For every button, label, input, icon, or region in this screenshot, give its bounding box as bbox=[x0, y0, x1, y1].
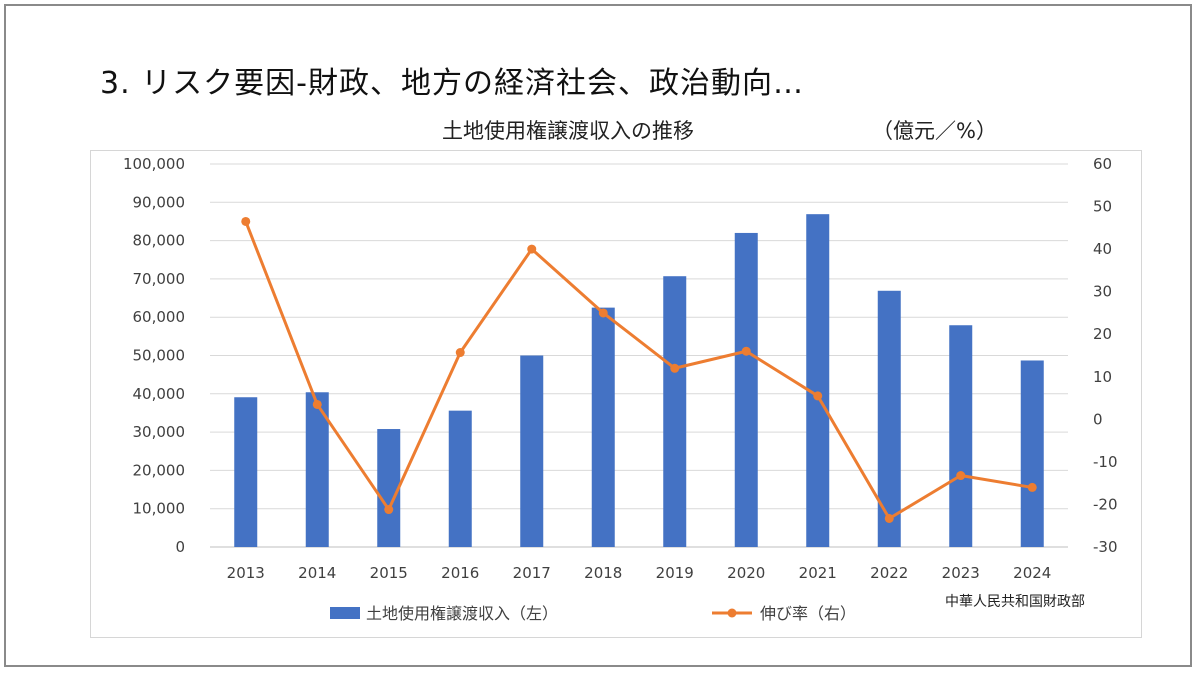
chart-title: 土地使用権譲渡収入の推移 bbox=[442, 119, 694, 143]
y-right-tick-label: 30 bbox=[1093, 283, 1112, 301]
y-left-tick-label: 20,000 bbox=[133, 461, 186, 479]
x-tick-label: 2021 bbox=[799, 564, 837, 582]
y-left-tick-label: 0 bbox=[175, 538, 185, 556]
bar bbox=[377, 429, 401, 547]
x-tick-label: 2018 bbox=[584, 564, 622, 582]
bar bbox=[877, 290, 901, 547]
y-left-tick-label: 50,000 bbox=[133, 347, 186, 365]
legend-label-bar: 土地使用権譲渡収入（左） bbox=[366, 604, 558, 623]
x-tick-label: 2017 bbox=[513, 564, 551, 582]
y-left-tick-label: 90,000 bbox=[133, 193, 186, 211]
bar bbox=[305, 392, 329, 547]
bar bbox=[1020, 360, 1044, 547]
legend-label-line: 伸び率（右） bbox=[760, 604, 856, 623]
growth-rate-point bbox=[884, 513, 894, 523]
y-right-tick-label: 0 bbox=[1093, 410, 1103, 428]
x-tick-label: 2022 bbox=[870, 564, 908, 582]
x-tick-label: 2016 bbox=[441, 564, 479, 582]
unit-label: （億元／%） bbox=[872, 119, 997, 143]
y-right-tick-label: 10 bbox=[1093, 368, 1112, 386]
bar bbox=[591, 307, 615, 547]
y-right-tick-label: 40 bbox=[1093, 240, 1112, 258]
x-tick-label: 2024 bbox=[1013, 564, 1051, 582]
y-right-tick-label: -30 bbox=[1093, 538, 1118, 556]
bar bbox=[734, 232, 758, 547]
bar bbox=[949, 325, 973, 547]
growth-rate-point bbox=[598, 308, 608, 318]
bar bbox=[663, 276, 687, 547]
x-tick-label: 2014 bbox=[298, 564, 336, 582]
growth-rate-point bbox=[1027, 482, 1037, 492]
bar bbox=[520, 355, 544, 547]
y-left-tick-label: 80,000 bbox=[133, 232, 186, 250]
growth-rate-point bbox=[312, 399, 322, 409]
y-left-tick-label: 60,000 bbox=[133, 308, 186, 326]
y-left-tick-label: 100,000 bbox=[123, 155, 185, 173]
bar bbox=[448, 410, 472, 547]
bar bbox=[806, 214, 830, 547]
y-left-tick-label: 10,000 bbox=[133, 500, 186, 518]
y-right-tick-label: 20 bbox=[1093, 325, 1112, 343]
y-left-tick-label: 70,000 bbox=[133, 270, 186, 288]
growth-rate-point bbox=[741, 346, 751, 356]
legend-swatch-marker bbox=[727, 608, 737, 618]
legend-swatch-bar bbox=[330, 607, 360, 619]
growth-rate-line bbox=[244, 220, 1033, 520]
growth-rate-point bbox=[813, 391, 823, 401]
x-tick-label: 2020 bbox=[727, 564, 765, 582]
bar bbox=[234, 397, 258, 547]
growth-rate-point bbox=[527, 244, 537, 254]
x-tick-label: 2015 bbox=[370, 564, 408, 582]
y-right-tick-label: 50 bbox=[1093, 198, 1112, 216]
y-right-tick-label: 60 bbox=[1093, 155, 1112, 173]
x-tick-label: 2019 bbox=[656, 564, 694, 582]
x-tick-label: 2023 bbox=[942, 564, 980, 582]
x-tick-label: 2013 bbox=[227, 564, 265, 582]
growth-rate-point bbox=[241, 216, 251, 226]
growth-rate-point bbox=[384, 505, 394, 515]
y-right-tick-label: -20 bbox=[1093, 495, 1118, 513]
source-note: 中華人民共和国財政部 bbox=[945, 594, 1085, 610]
slide-title: 3. リスク要因-財政、地方の経済社会、政治動向… bbox=[100, 66, 804, 101]
growth-rate-point bbox=[670, 363, 680, 373]
y-right-tick-label: -10 bbox=[1093, 453, 1118, 471]
y-left-tick-label: 30,000 bbox=[133, 423, 186, 441]
y-left-tick-label: 40,000 bbox=[133, 385, 186, 403]
growth-rate-point bbox=[956, 471, 966, 481]
growth-rate-point bbox=[455, 348, 465, 358]
